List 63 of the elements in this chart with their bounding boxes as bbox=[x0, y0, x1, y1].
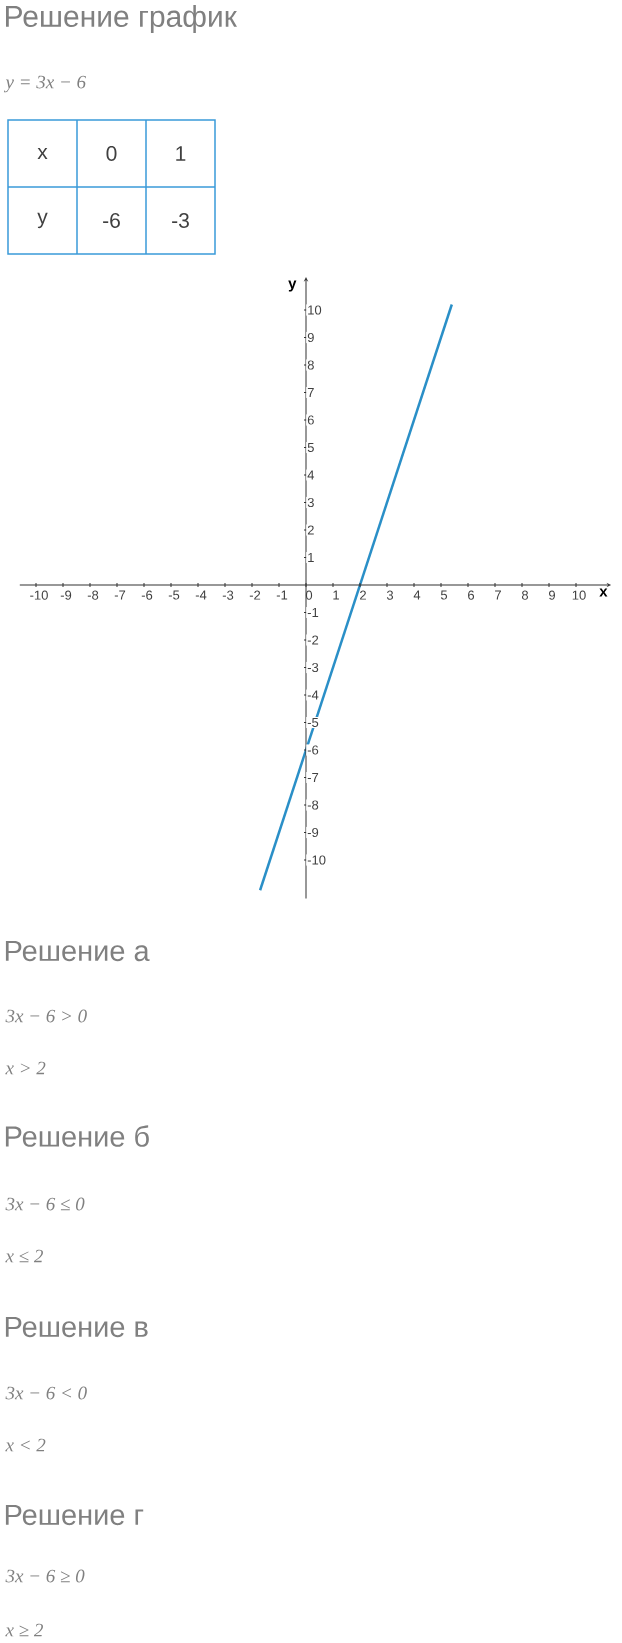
y-tick-label: 6 bbox=[307, 415, 314, 425]
text: 3x − 6 ≥ 0 bbox=[5, 1569, 85, 1583]
y-tick-label: -2 bbox=[307, 635, 319, 645]
x-tick-label: 6 bbox=[468, 590, 475, 600]
y-tick-label: -6 bbox=[307, 745, 319, 755]
text: Решение а bbox=[5, 940, 150, 962]
x-tick-label: 7 bbox=[495, 590, 501, 600]
text: 3x − 6 < 0 bbox=[5, 1386, 87, 1400]
x-tick-label: 1 bbox=[333, 590, 339, 600]
y-tick-label: -5 bbox=[307, 717, 319, 728]
text: x ≤ 2 bbox=[5, 1249, 43, 1263]
text: x ≥ 2 bbox=[5, 1623, 43, 1637]
y-axis-title: y bbox=[288, 280, 297, 292]
y-tick-label: 8 bbox=[307, 360, 314, 370]
y-tick-label: 3 bbox=[307, 497, 314, 508]
y-tick-label: 4 bbox=[307, 470, 315, 480]
x-tick-label: -10 bbox=[30, 590, 48, 600]
x-tick-label: -1 bbox=[276, 590, 288, 600]
text: Решение в bbox=[5, 1316, 148, 1338]
text: x bbox=[37, 147, 48, 160]
y-tick-label: 2 bbox=[307, 525, 314, 535]
x-tick-label: 8 bbox=[521, 590, 529, 600]
x-tick-label: 0 bbox=[305, 590, 313, 600]
x-tick-label: -5 bbox=[168, 590, 180, 600]
x-tick-label: 3 bbox=[386, 590, 394, 600]
x-tick-label: 10 bbox=[572, 590, 586, 600]
y-tick-label: -10 bbox=[307, 855, 326, 865]
y-tick-label: -1 bbox=[307, 608, 319, 617]
y-tick-label: 9 bbox=[307, 332, 314, 343]
x-tick-label: -3 bbox=[222, 590, 234, 600]
y-tick-label: -4 bbox=[307, 690, 319, 700]
y-tick-label: 5 bbox=[307, 442, 314, 453]
text: x > 2 bbox=[5, 1061, 46, 1075]
x-tick-label: 2 bbox=[360, 590, 366, 600]
chart-title: Решение график bbox=[6, 5, 237, 33]
y-tick-label: 1 bbox=[308, 553, 314, 562]
x-tick-label: -7 bbox=[114, 590, 126, 600]
x-tick-label: -6 bbox=[141, 590, 153, 600]
x-tick-label: -9 bbox=[60, 590, 72, 600]
x-tick-label: 5 bbox=[440, 590, 448, 600]
x-axis-title: x bbox=[599, 588, 608, 597]
x-tick-label: 4 bbox=[413, 590, 421, 600]
x-tick-label: -8 bbox=[87, 590, 99, 600]
y-tick-label: 7 bbox=[307, 388, 314, 397]
x-tick-label: 9 bbox=[549, 590, 556, 600]
y-tick-label: -3 bbox=[307, 662, 319, 673]
y-tick-label: 10 bbox=[308, 305, 322, 315]
text: 0 bbox=[106, 146, 117, 161]
x-tick-label: -4 bbox=[195, 590, 207, 600]
text: x < 2 bbox=[5, 1438, 46, 1452]
text: 1 bbox=[176, 146, 186, 161]
text: y = 3x − 6 bbox=[3, 75, 86, 93]
text: 3x − 6 > 0 bbox=[5, 1009, 87, 1023]
text: 3x − 6 ≤ 0 bbox=[5, 1197, 85, 1211]
text: Решение б bbox=[5, 1125, 149, 1147]
text: Решение г bbox=[5, 1504, 144, 1526]
y-tick-label: -7 bbox=[307, 773, 319, 782]
text: -3 bbox=[172, 213, 189, 228]
text: y bbox=[37, 212, 48, 229]
x-tick-label: -2 bbox=[249, 590, 261, 600]
y-tick-label: -8 bbox=[307, 800, 319, 810]
text: -6 bbox=[103, 213, 120, 228]
y-tick-label: -9 bbox=[307, 827, 319, 838]
